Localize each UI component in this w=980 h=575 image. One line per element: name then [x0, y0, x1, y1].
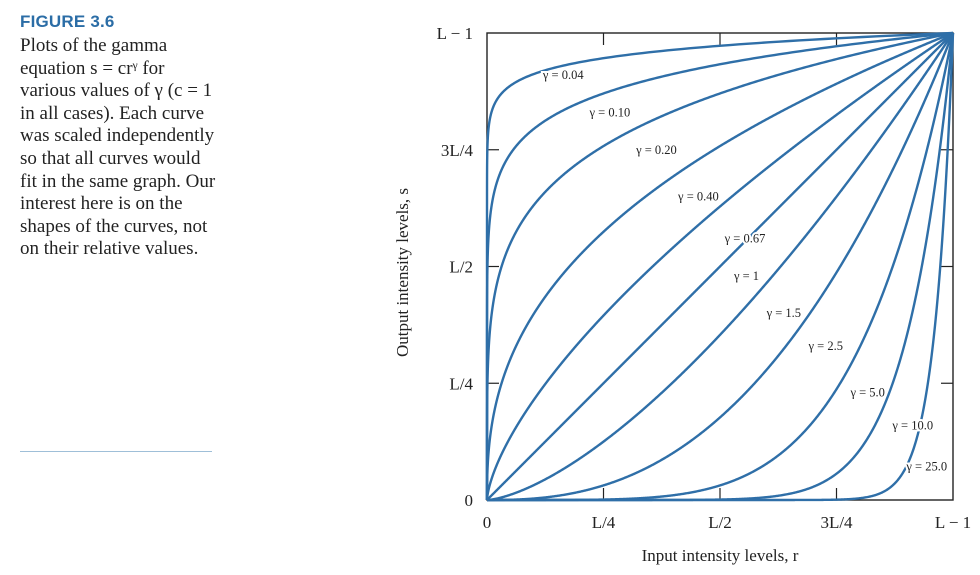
gamma-label: γ = 2.5: [808, 339, 843, 353]
gamma-label: γ = 25.0: [905, 459, 947, 473]
gamma-curve-0-67: [485, 32, 954, 501]
x-axis-label: Input intensity levels, r: [642, 546, 799, 565]
figure-label: FIGURE 3.6: [20, 12, 115, 31]
y-tick-label: L/2: [449, 258, 473, 277]
x-tick-label: 3L/4: [820, 513, 853, 532]
gamma-curve-1: [486, 32, 954, 501]
gamma-label: γ = 1.5: [766, 306, 801, 320]
caption-text: Plots of the gamma equation s = crᵞ for …: [20, 35, 216, 260]
gamma-curve-1-5: [486, 32, 954, 502]
gamma-label: γ = 5.0: [849, 386, 884, 400]
y-tick-label: 3L/4: [441, 141, 474, 160]
gamma-curve-0-4: [485, 31, 954, 501]
gamma-label: γ = 0.20: [635, 143, 677, 157]
y-tick-label: L − 1: [437, 24, 473, 43]
gamma-label: γ = 0.67: [724, 231, 766, 245]
gamma-curve-2-5: [486, 32, 955, 502]
caption-divider: [20, 451, 212, 452]
x-tick-label: L/4: [592, 513, 616, 532]
gamma-label: γ = 10.0: [891, 418, 933, 432]
gamma-curve-0-2: [485, 31, 954, 501]
gamma-curve-25: [486, 32, 955, 502]
figure-caption: FIGURE 3.6 Plots of the gamma equation s…: [20, 12, 220, 261]
gamma-label: γ = 0.04: [542, 68, 584, 82]
y-tick-label: L/4: [449, 374, 473, 393]
x-tick-label: L/2: [708, 513, 732, 532]
gamma-label: γ = 1: [733, 269, 759, 283]
gamma-label: γ = 0.10: [589, 105, 631, 119]
x-tick-label: L − 1: [935, 513, 971, 532]
x-tick-label: 0: [483, 513, 492, 532]
y-tick-label: 0: [465, 491, 474, 510]
y-axis-label: Output intensity levels, s: [393, 188, 412, 357]
gamma-label: γ = 0.40: [677, 189, 719, 203]
